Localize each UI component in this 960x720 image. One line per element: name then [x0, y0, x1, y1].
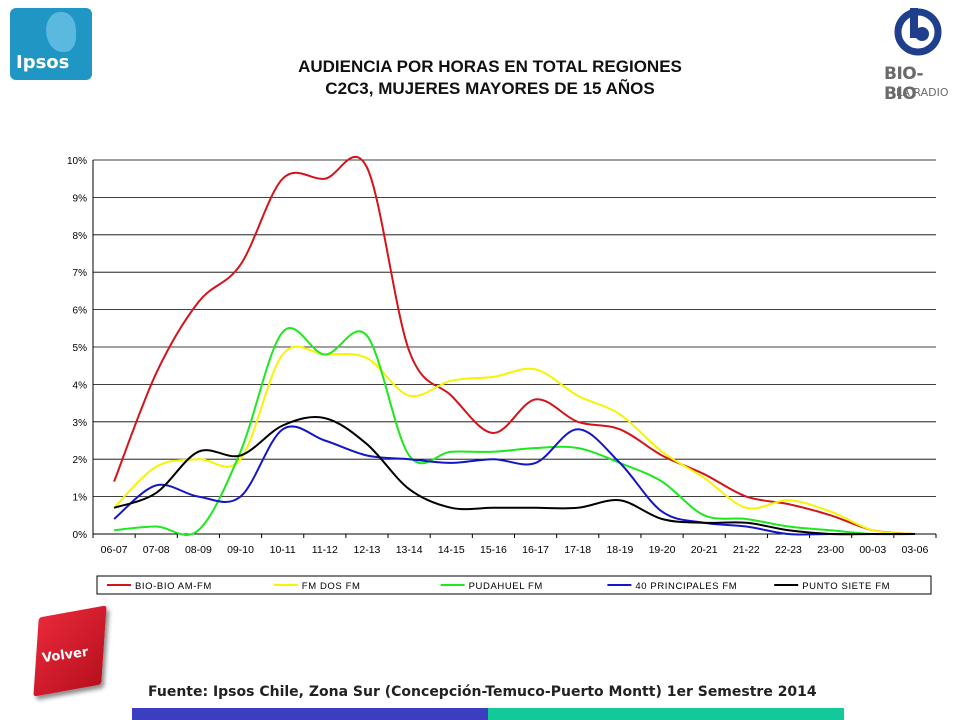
y-tick-label: 4%	[73, 380, 88, 391]
biobio-logo-subtext: LA RADIO	[896, 86, 949, 99]
y-tick-label: 6%	[73, 306, 88, 317]
x-tick-label: 21-22	[733, 544, 760, 556]
x-tick-label: 08-09	[185, 544, 212, 556]
x-tick-label: 22-23	[775, 544, 802, 556]
footer-bar-teal	[488, 708, 844, 720]
x-tick-label: 16-17	[522, 544, 549, 556]
legend-label-2: PUDAHUEL FM	[469, 581, 543, 592]
y-tick-label: 5%	[73, 343, 88, 354]
biobio-logo-text: BIO-BIO	[884, 64, 924, 104]
legend-label-4: PUNTO SIETE FM	[802, 581, 890, 592]
x-tick-label: 13-14	[396, 544, 423, 556]
volver-button[interactable]: Volver	[28, 604, 118, 700]
legend-label-0: BIO-BIO AM-FM	[135, 581, 212, 592]
series-line-3	[113, 425, 915, 536]
x-tick-label: 10-11	[270, 544, 296, 556]
ipsos-logo-text: Ipsos	[16, 52, 70, 73]
x-tick-label: 23-00	[817, 544, 844, 556]
biobio-logo: BIO-BIO LA RADIO	[880, 6, 952, 104]
x-tick-label: 03-06	[901, 544, 928, 556]
ipsos-face-icon	[46, 12, 76, 52]
series-line-0	[113, 155, 915, 535]
x-tick-label: 17-18	[564, 544, 591, 556]
footer-bar-blue	[132, 708, 488, 720]
x-tick-label: 18-19	[606, 544, 633, 556]
legend-label-3: 40 PRINCIPALES FM	[635, 581, 737, 592]
y-tick-label: 0%	[73, 530, 88, 541]
x-tick-label: 12-13	[354, 544, 381, 556]
x-tick-label: 11-12	[312, 544, 338, 556]
chart-title-line1: AUDIENCIA POR HORAS EN TOTAL REGIONES	[298, 57, 682, 76]
y-tick-label: 2%	[73, 455, 88, 466]
y-tick-label: 9%	[73, 193, 88, 204]
x-tick-label: 00-03	[859, 544, 886, 556]
x-tick-label: 14-15	[438, 544, 465, 556]
ipsos-logo: Ipsos	[10, 8, 92, 80]
x-tick-label: 19-20	[649, 544, 676, 556]
chart-legend: BIO-BIO AM-FM FM DOS FM PUDAHUEL FM 40 PRIN…	[96, 575, 932, 595]
legend-label-1: FM DOS FM	[302, 581, 361, 592]
biobio-emblem-icon	[894, 8, 942, 56]
chart-axes: 0% 1% 2% 3% 4% 5% 6% 7% 8% 9% 10% 06-07 07-08 08-09 09…	[67, 156, 937, 556]
source-note: Fuente: Ipsos Chile, Zona Sur (Concepció…	[148, 684, 817, 700]
x-tick-label: 09-10	[227, 544, 254, 556]
chart-series	[113, 155, 915, 536]
series-line-2	[114, 327, 915, 536]
x-tick-label: 15-16	[480, 544, 507, 556]
series-line-4	[113, 416, 915, 536]
legend-box	[96, 575, 932, 595]
series-line-1	[113, 345, 915, 535]
y-tick-label: 8%	[73, 231, 88, 242]
x-tick-label: 07-08	[143, 544, 170, 556]
y-tick-label: 7%	[73, 268, 88, 279]
x-tick-label: 20-21	[691, 544, 718, 556]
y-tick-label: 10%	[67, 156, 87, 167]
x-tick-label: 06-07	[101, 544, 128, 556]
chart-plot-area	[90, 158, 940, 538]
chart-title-line2: C2C3, MUJERES MAYORES DE 15 AÑOS	[325, 79, 655, 98]
y-tick-label: 1%	[73, 493, 88, 504]
y-tick-label: 3%	[73, 418, 88, 429]
